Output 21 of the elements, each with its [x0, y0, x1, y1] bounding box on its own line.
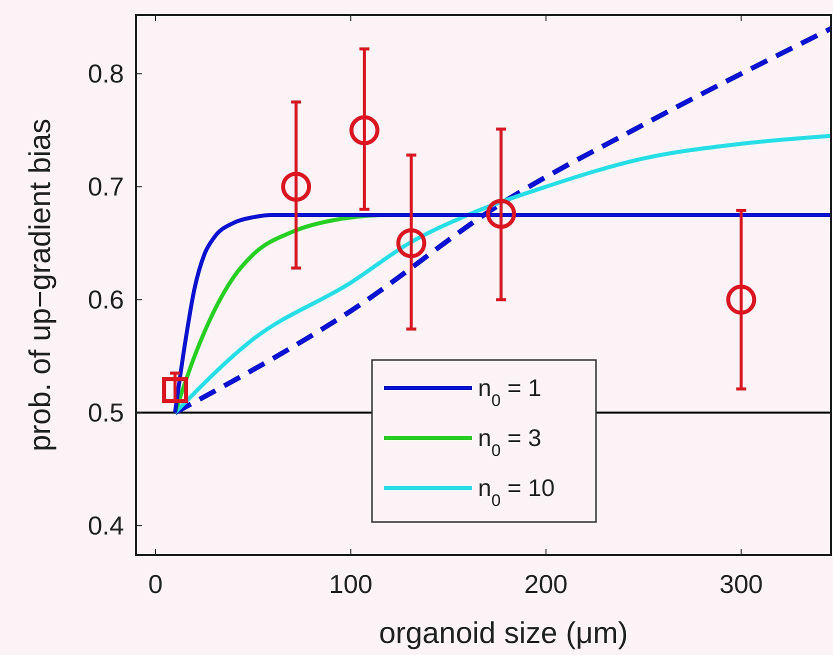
point	[396, 228, 426, 258]
y-axis-title: prob. of up−gradient bias	[24, 118, 57, 452]
y-tick-label: 0.6	[88, 284, 124, 315]
line-series	[173, 134, 833, 415]
x-tick-label: 200	[524, 569, 568, 599]
x-tick-label: 100	[329, 569, 372, 599]
x-tick-label: 300	[720, 569, 763, 599]
x-tick-label: 0	[148, 569, 163, 599]
y-tick-label: 0.4	[88, 510, 124, 541]
point	[726, 284, 756, 315]
point	[281, 172, 312, 202]
y-tick-label: 0.8	[88, 58, 124, 89]
point	[162, 377, 188, 404]
y-tick-label: 0.7	[88, 172, 124, 202]
y-tick-label: 0.5	[88, 398, 124, 428]
point	[349, 115, 380, 146]
x-axis-title: organoid size (μm)	[378, 617, 628, 650]
point	[486, 198, 516, 229]
legend-label: n$_{0}$ = 1	[478, 375, 542, 410]
legend-label: n$_{0}$ = 10	[478, 475, 555, 510]
legend-label: n$_{0}$ = 3	[478, 425, 542, 460]
